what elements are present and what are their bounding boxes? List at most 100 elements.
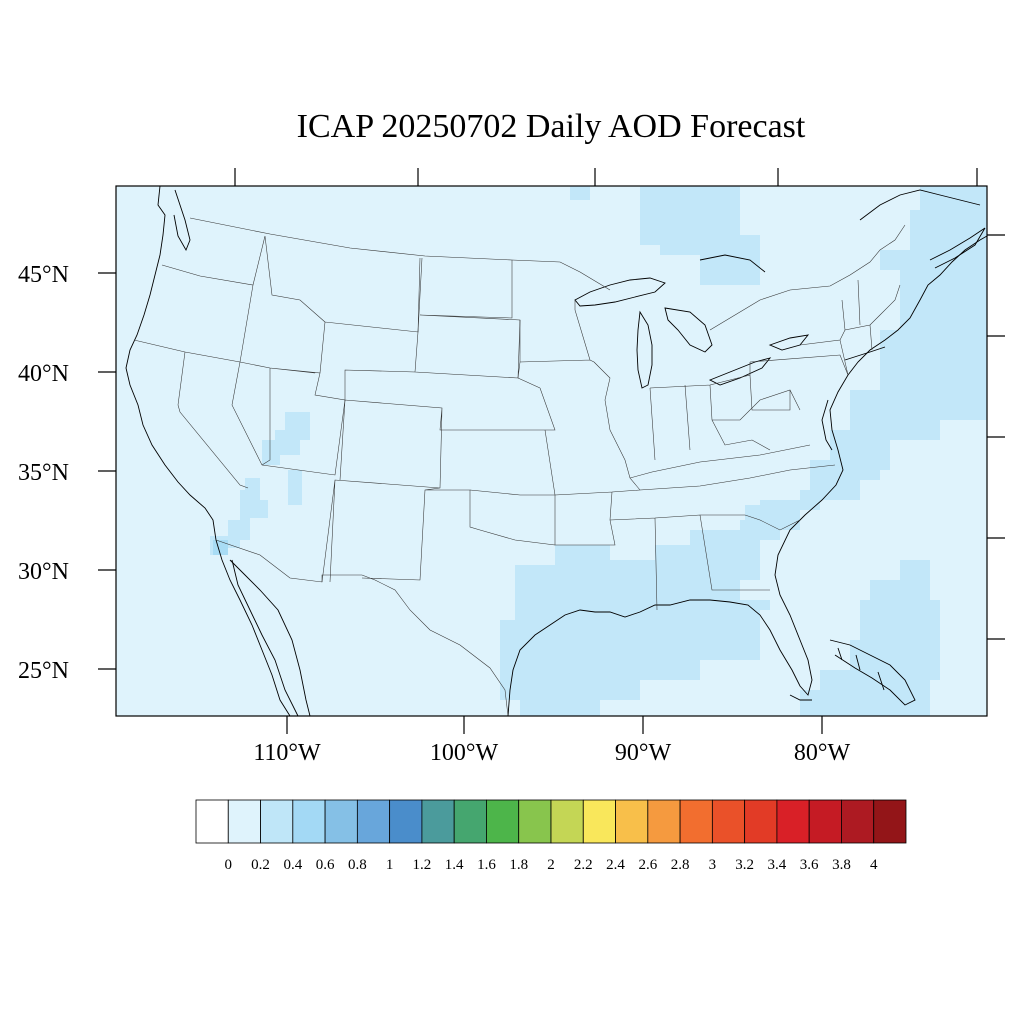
colorbar-label: 3.6 xyxy=(800,857,819,873)
colorbar-swatch xyxy=(711,799,746,844)
lake-michigan xyxy=(636,310,653,389)
puget-sound xyxy=(173,189,191,252)
baja-gulf-side xyxy=(231,559,299,717)
colorbar-label: 1.2 xyxy=(413,857,432,873)
lat-label-35: 35°N xyxy=(18,460,69,486)
colorbar-label: 1 xyxy=(386,857,394,873)
lon-label-90: 90°W xyxy=(615,740,672,766)
colorbar-label: 2.2 xyxy=(574,857,593,873)
map-title: ICAP 20250702 Daily AOD Forecast xyxy=(296,108,806,145)
pacific-coastline xyxy=(125,185,217,541)
plume-atlantic-offshore xyxy=(940,186,987,290)
political-borders xyxy=(133,217,906,717)
colorbar-swatch xyxy=(550,799,584,844)
colorbar-swatch xyxy=(582,799,616,844)
gulf-coastline xyxy=(507,235,988,717)
colorbar-label: 2.6 xyxy=(638,857,657,873)
lake-superior xyxy=(574,277,666,307)
colorbar-label: 3.8 xyxy=(832,857,851,873)
lake-huron xyxy=(664,307,713,353)
colorbar-label: 2.8 xyxy=(671,857,690,873)
lat-label-40: 40°N xyxy=(18,361,69,387)
colorbar-label: 3.2 xyxy=(735,857,754,873)
lon-label-110: 110°W xyxy=(253,740,321,766)
lon-label-80: 80°W xyxy=(794,740,851,766)
baja-coastline xyxy=(215,539,291,717)
colorbar-swatch xyxy=(453,799,487,844)
state-lines-northeast xyxy=(799,279,901,376)
colorbar-label: 2 xyxy=(547,857,555,873)
colorbar-swatch xyxy=(421,799,455,844)
plume-great-lakes xyxy=(640,186,760,285)
mexico-us-border xyxy=(215,539,509,717)
latitude-labels: 45°N 40°N 35°N 30°N 25°N xyxy=(18,262,69,684)
cuba xyxy=(829,639,916,706)
colorbar-swatch xyxy=(776,799,810,844)
chesapeake xyxy=(821,399,833,451)
colorbar-swatch xyxy=(841,799,875,844)
coastlines xyxy=(125,185,988,717)
lat-label-25: 25°N xyxy=(18,658,69,684)
plume-gulf-coast xyxy=(500,520,770,716)
nova-scotia xyxy=(929,227,986,269)
st-lawrence xyxy=(859,189,981,221)
hudson-lake-shore xyxy=(699,254,766,273)
longitude-labels: 110°W 100°W 90°W 80°W xyxy=(253,740,850,766)
colorbar-label: 3.4 xyxy=(768,857,787,873)
colorbar-swatch xyxy=(292,799,326,844)
colorbar-label: 1.8 xyxy=(509,857,528,873)
colorbar-swatch xyxy=(744,799,778,844)
colorbar-swatch xyxy=(356,799,391,844)
colorbar: 0 0.2 0.4 0.6 0.8 1 1.2 1.4 1.6 1.8 2 2.2 2.4 2.6 2.8 3… xyxy=(195,799,907,873)
state-lines-west xyxy=(133,235,421,489)
lake-ontario xyxy=(768,334,810,351)
mexico-pacific xyxy=(229,559,311,717)
colorbar-label: 0 xyxy=(225,857,233,873)
canada-us-border xyxy=(189,217,611,291)
axis-ticks xyxy=(98,168,1005,734)
state-lines-east xyxy=(609,354,849,611)
colorbar-swatch xyxy=(679,799,713,844)
great-lakes xyxy=(574,254,810,389)
plume-atlantic-east xyxy=(960,330,975,380)
plume-lower-colorado xyxy=(210,478,268,555)
plume-texas-bit xyxy=(570,186,590,200)
plume-carolinas xyxy=(745,490,820,540)
colorbar-swatch xyxy=(260,799,294,844)
bahamas-islands xyxy=(837,647,885,691)
colorbar-swatch xyxy=(227,799,261,844)
colorbar-swatch xyxy=(615,799,649,844)
colorbar-swatch xyxy=(518,799,552,844)
colorbar-label: 0.4 xyxy=(283,857,302,873)
colorbar-swatch xyxy=(808,799,842,844)
canada-us-border-east xyxy=(709,224,906,331)
colorbar-label: 0.2 xyxy=(251,857,270,873)
colorbar-label: 2.4 xyxy=(606,857,625,873)
map-panel xyxy=(116,185,988,717)
colorbar-label: 4 xyxy=(870,857,878,873)
colorbar-label: 0.8 xyxy=(348,857,367,873)
plume-arizona-a xyxy=(288,470,302,505)
lat-label-45: 45°N xyxy=(18,262,69,288)
lon-label-100: 100°W xyxy=(430,740,499,766)
lake-erie xyxy=(708,357,772,386)
colorbar-swatch xyxy=(647,799,681,844)
lat-label-30: 30°N xyxy=(18,559,69,585)
colorbar-swatch xyxy=(195,799,229,844)
plume-utah xyxy=(262,412,310,465)
colorbar-swatch xyxy=(873,799,907,844)
colorbar-label: 3 xyxy=(709,857,717,873)
colorbar-swatch xyxy=(486,799,520,844)
colorbar-label: 0.6 xyxy=(316,857,335,873)
plume-bahamas xyxy=(800,560,940,716)
state-lines-mountain xyxy=(261,257,556,583)
long-island xyxy=(844,346,886,361)
colorbar-swatch xyxy=(389,799,423,844)
state-lines-central xyxy=(469,300,641,546)
map-frame xyxy=(115,185,988,717)
plume-yuma xyxy=(213,540,228,555)
colorbar-swatch xyxy=(324,799,358,844)
colorbar-label: 1.6 xyxy=(477,857,496,873)
colorbar-label: 1.4 xyxy=(445,857,464,873)
